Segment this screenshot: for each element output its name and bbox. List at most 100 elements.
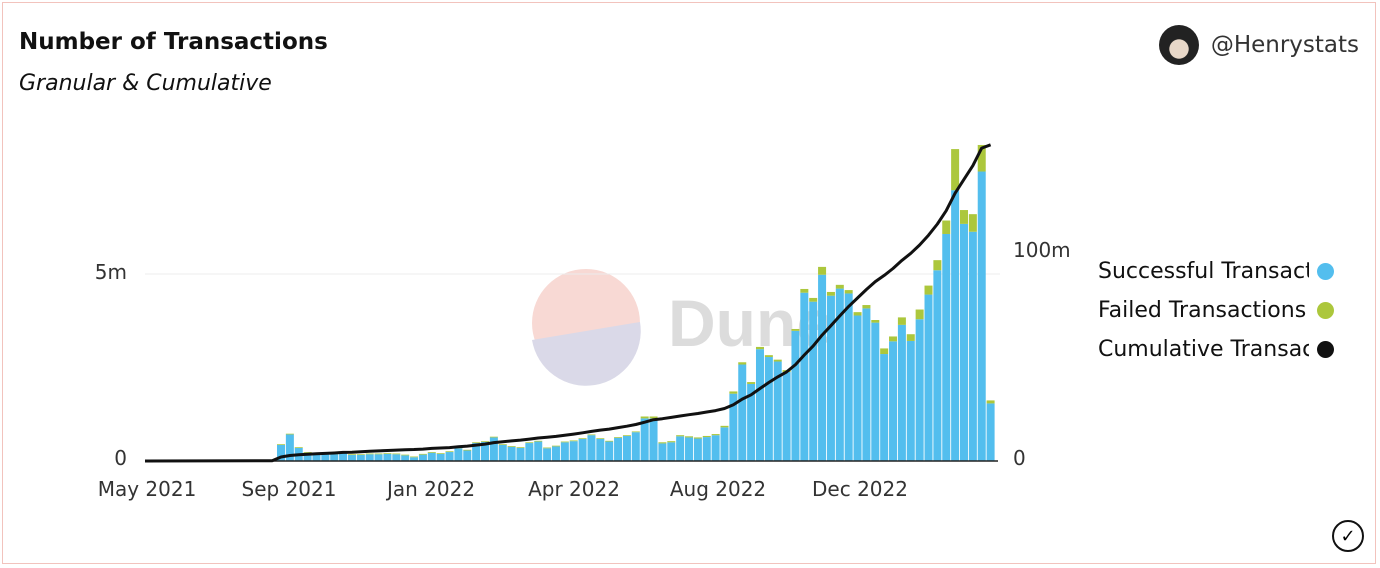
bar-failed[interactable] [543, 447, 552, 449]
bar-failed[interactable] [844, 290, 853, 294]
bar-failed[interactable] [614, 437, 623, 438]
bar-successful[interactable] [374, 454, 383, 461]
bar-failed[interactable] [436, 453, 445, 454]
legend-item-failed[interactable]: Failed Transactions [1098, 291, 1334, 330]
bar-failed[interactable] [826, 291, 835, 296]
bar-successful[interactable] [392, 454, 401, 461]
bar-successful[interactable] [605, 441, 614, 461]
bar-successful[interactable] [747, 383, 756, 461]
bar-successful[interactable] [614, 437, 623, 461]
bar-successful[interactable] [543, 448, 552, 461]
bar-failed[interactable] [959, 210, 968, 224]
bar-failed[interactable] [800, 288, 809, 293]
bar-successful[interactable] [729, 393, 738, 461]
bar-failed[interactable] [897, 317, 906, 325]
bar-successful[interactable] [356, 455, 365, 461]
bar-failed[interactable] [410, 456, 419, 458]
bar-failed[interactable] [392, 453, 401, 455]
bar-failed[interactable] [915, 309, 924, 320]
bar-failed[interactable] [968, 214, 977, 232]
bar-successful[interactable] [791, 330, 800, 461]
bar-successful[interactable] [285, 434, 294, 461]
bar-failed[interactable] [418, 453, 427, 455]
bar-failed[interactable] [755, 346, 764, 350]
bar-failed[interactable] [551, 445, 560, 447]
bar-failed[interactable] [809, 297, 818, 302]
bar-successful[interactable] [755, 349, 764, 461]
bar-successful[interactable] [427, 452, 436, 461]
bar-successful[interactable] [525, 443, 534, 461]
bar-successful[interactable] [631, 432, 640, 461]
bar-successful[interactable] [693, 438, 702, 461]
bar-failed[interactable] [525, 442, 534, 444]
bar-failed[interactable] [676, 435, 685, 437]
bar-successful[interactable] [383, 453, 392, 461]
bar-successful[interactable] [436, 453, 445, 461]
bar-successful[interactable] [640, 418, 649, 461]
bar-successful[interactable] [418, 454, 427, 461]
bar-successful[interactable] [516, 447, 525, 461]
bar-successful[interactable] [472, 443, 481, 461]
bar-failed[interactable] [534, 440, 543, 442]
bar-failed[interactable] [649, 416, 658, 419]
bar-successful[interactable] [330, 454, 339, 461]
bar-successful[interactable] [880, 354, 889, 461]
bar-successful[interactable] [596, 438, 605, 461]
bar-successful[interactable] [942, 233, 951, 461]
cumulative-line[interactable] [144, 143, 992, 463]
bar-failed[interactable] [481, 441, 490, 442]
bar-successful[interactable] [658, 443, 667, 461]
bar-successful[interactable] [835, 288, 844, 461]
bar-failed[interactable] [791, 328, 800, 331]
bar-successful[interactable] [463, 450, 472, 461]
bar-failed[interactable] [702, 435, 711, 438]
bar-failed[interactable] [383, 453, 392, 454]
bar-successful[interactable] [844, 293, 853, 461]
bar-successful[interactable] [445, 452, 454, 461]
bar-failed[interactable] [933, 260, 942, 271]
bar-failed[interactable] [862, 305, 871, 309]
bar-successful[interactable] [622, 435, 631, 461]
bar-successful[interactable] [738, 364, 747, 461]
bar-failed[interactable] [685, 436, 694, 438]
bar-successful[interactable] [924, 294, 933, 461]
bar-failed[interactable] [622, 435, 631, 436]
bar-failed[interactable] [640, 416, 649, 419]
bar-successful[interactable] [534, 441, 543, 461]
bar-failed[interactable] [729, 391, 738, 394]
bar-successful[interactable] [711, 435, 720, 461]
bar-failed[interactable] [720, 425, 729, 428]
bar-successful[interactable] [401, 455, 410, 461]
bar-failed[interactable] [507, 446, 516, 447]
bar-successful[interactable] [897, 324, 906, 461]
bar-failed[interactable] [463, 449, 472, 451]
bar-failed[interactable] [951, 149, 960, 191]
bar-failed[interactable] [942, 220, 951, 234]
bar-failed[interactable] [658, 442, 667, 444]
bar-failed[interactable] [880, 348, 889, 355]
bar-failed[interactable] [445, 451, 454, 453]
bar-successful[interactable] [773, 361, 782, 461]
bar-successful[interactable] [507, 446, 516, 461]
bar-successful[interactable] [303, 452, 312, 461]
bar-successful[interactable] [312, 453, 321, 461]
bar-failed[interactable] [764, 355, 773, 358]
bar-successful[interactable] [764, 357, 773, 461]
bar-failed[interactable] [578, 438, 587, 439]
bar-successful[interactable] [649, 418, 658, 461]
bar-successful[interactable] [454, 448, 463, 461]
bar-successful[interactable] [569, 441, 578, 461]
bar-successful[interactable] [587, 435, 596, 461]
bar-successful[interactable] [560, 442, 569, 461]
bar-failed[interactable] [738, 362, 747, 365]
bar-successful[interactable] [782, 371, 791, 461]
bar-successful[interactable] [862, 308, 871, 461]
bar-failed[interactable] [569, 440, 578, 442]
bar-successful[interactable] [551, 446, 560, 461]
bar-failed[interactable] [401, 454, 410, 456]
bar-successful[interactable] [347, 455, 356, 461]
bar-successful[interactable] [800, 292, 809, 461]
bar-successful[interactable] [818, 274, 827, 461]
bar-successful[interactable] [853, 315, 862, 461]
bar-failed[interactable] [285, 433, 294, 435]
